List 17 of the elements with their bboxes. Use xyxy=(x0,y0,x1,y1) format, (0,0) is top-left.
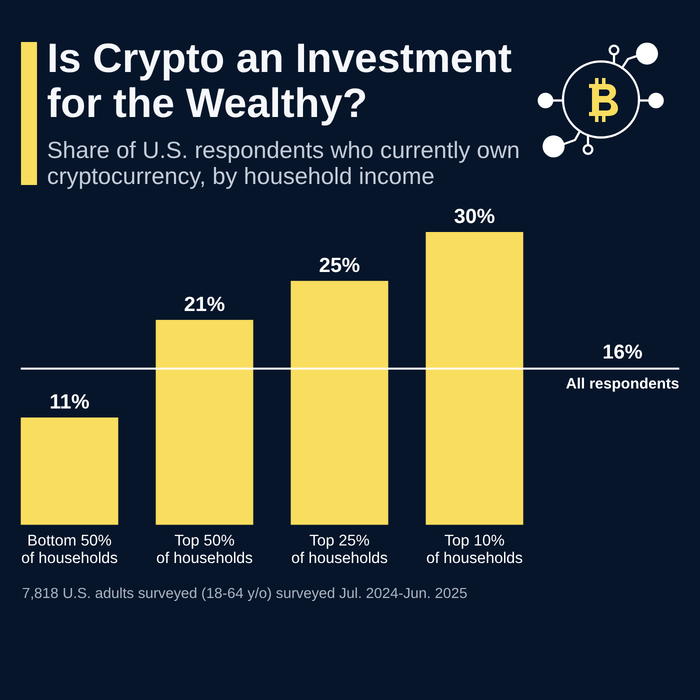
bar xyxy=(290,280,388,525)
data-label: 21% xyxy=(184,292,226,316)
bar xyxy=(156,320,254,525)
x-tick-label: Bottom 50% of households xyxy=(21,532,118,567)
chart-title: Is Crypto an Investment for the Wealthy? xyxy=(47,35,513,126)
annotation: 16% xyxy=(602,342,643,364)
bar xyxy=(20,418,118,525)
ref-line-label: All respondents xyxy=(566,376,680,393)
x-tick-label: Top 25% of households xyxy=(291,532,388,567)
chart-subtitle: Share of U.S. respondents who currently own cryptocurrency, by household income xyxy=(47,137,521,189)
bar xyxy=(426,232,524,525)
x-tick-label: Top 50% of households xyxy=(156,532,254,567)
text: 7,818 U.S. adults surveyed (18-64 y/o) surveyed Jul. 2024-Jun. 2025 xyxy=(22,585,468,603)
data-label: 11% xyxy=(50,390,90,414)
data-label: 30% xyxy=(454,205,496,228)
x-tick-label: Top 10% of households xyxy=(426,532,524,567)
data-label: 25% xyxy=(318,254,360,277)
